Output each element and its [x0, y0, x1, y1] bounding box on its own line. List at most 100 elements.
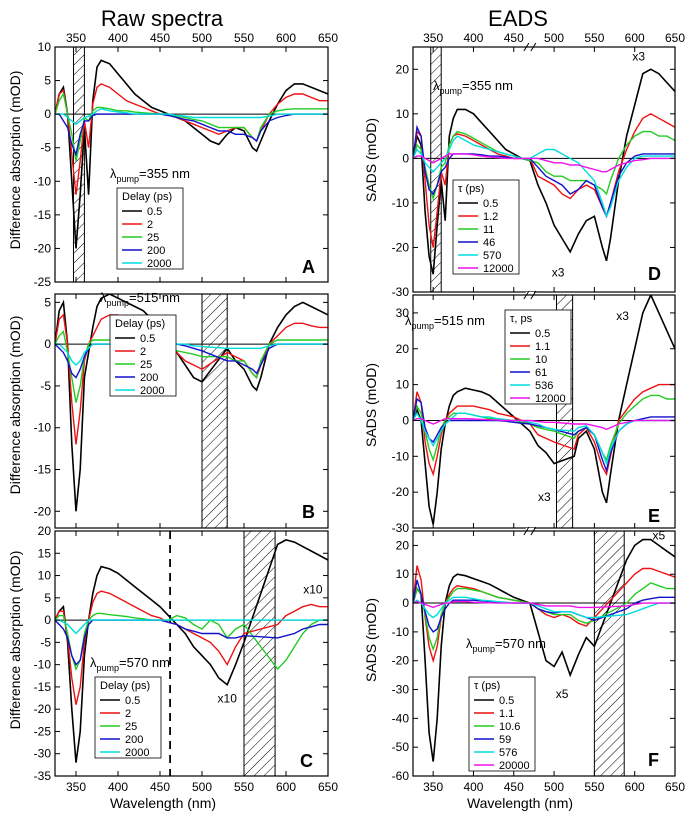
legend-entry: 200	[125, 734, 143, 746]
legend-entry: 10	[535, 354, 547, 366]
legend-entry: 2000	[140, 385, 164, 397]
legend-entry: 0.5	[499, 695, 514, 707]
panel-f-y-tick-label: -60	[392, 769, 410, 783]
panel-d-y-axis-label: SADS (mOD)	[363, 118, 379, 202]
panel-e-scale-annotation: x3	[538, 490, 551, 504]
panel-a-y-tick-label: 5	[44, 74, 51, 88]
panel-d-series-line-1.2	[413, 112, 675, 248]
panel-c-series	[55, 539, 328, 763]
legend-entry: 570	[483, 250, 501, 262]
panel-a-series-line-0.5	[55, 59, 328, 249]
lambda-symbol: λ	[466, 636, 473, 651]
panel-c-y-tick-label: -15	[34, 680, 52, 694]
panel-a-series-line-2	[55, 83, 328, 195]
legend-entry: 2000	[147, 258, 171, 270]
legend-entry: 12000	[483, 263, 514, 275]
panel-c-hatch-region	[243, 530, 276, 777]
panel-b-y-tick-label: -10	[34, 421, 52, 435]
pump-subscript: pump	[440, 86, 463, 96]
panel-d-series-line-0.5	[413, 68, 675, 275]
panel-e-series-line-10	[413, 394, 675, 463]
panel-d-y-tick-label: 10	[396, 107, 410, 121]
legend-title: τ (ps)	[458, 183, 484, 195]
pump-subscript: pump	[473, 644, 496, 654]
panel-d-y-tick-label: 0	[402, 151, 409, 165]
pump-value: =570 nm	[119, 655, 170, 670]
panel-a-x-top-tick-label: 400	[108, 31, 128, 45]
legend-entry: 61	[535, 367, 547, 379]
panel-c-y-tick-label: 5	[44, 591, 51, 605]
panel-d-x-top-tick-label: 350	[423, 31, 443, 45]
legend-entry: 0.5	[147, 206, 162, 218]
legend-title: τ, ps	[510, 313, 533, 325]
panel-d-y-tick-label: -10	[392, 196, 410, 210]
panel-e-y-axis-label: SADS (mOD)	[363, 363, 379, 447]
legend-entry: 200	[147, 245, 165, 257]
left-column-title: Raw spectra	[101, 6, 224, 31]
legend-title: Delay (ps)	[122, 191, 172, 203]
panel-e-series	[413, 295, 675, 525]
panel-d: 350 400 450 500 550 600 650 20 10 0 -10 -20 -30 λpump…	[392, 31, 685, 299]
panel-f-x-tick-label: 500	[544, 780, 564, 794]
panel-b-series-line-200	[55, 343, 328, 379]
legend-entry: 12000	[535, 393, 566, 405]
panel-c-y-tick-label: -30	[34, 747, 52, 761]
panel-a-y-tick-label: -10	[34, 174, 52, 188]
panel-a-y-tick-label: 0	[44, 107, 51, 121]
panel-d-x-top-tick-label: 600	[625, 31, 645, 45]
legend-entry: 2	[140, 346, 146, 358]
panel-b-series	[55, 294, 328, 512]
panel-e-pump-label: λpump=515 nm	[405, 313, 485, 331]
legend-entry: 25	[147, 232, 159, 244]
panel-f-scale-annotation: x5	[556, 687, 569, 701]
legend-entry: 536	[535, 380, 553, 392]
panel-e-y-tick-label: -30	[392, 521, 410, 535]
panel-d-x-top-tick-label: 550	[584, 31, 604, 45]
panel-a-letter: A	[302, 257, 315, 277]
panel-c-y-axis-label: Difference absorption (mOD)	[7, 551, 23, 730]
panel-e-scale-annotation: x3	[616, 309, 629, 323]
panel-c-x-tick-label: 500	[192, 780, 212, 794]
panel-a-x-top-tick-label: 450	[150, 31, 170, 45]
panel-e-y-tick-label: -20	[392, 485, 410, 499]
panel-a-x-top-tick-label: 550	[234, 31, 254, 45]
panel-c-x-tick-label: 600	[276, 780, 296, 794]
legend-title: τ (ps)	[474, 680, 500, 692]
legend-box	[452, 179, 520, 275]
panel-f-series-line-0.5	[413, 538, 675, 762]
panel-c-pump-label: λpump=570 nm	[90, 655, 170, 673]
panel-c-x-tick-label: 450	[150, 780, 170, 794]
panel-f-y-tick-label: -10	[392, 625, 410, 639]
legend-box	[109, 314, 177, 397]
panel-c-x-tick-label: 400	[108, 780, 128, 794]
panel-f-y-tick-label: -20	[392, 654, 410, 668]
lambda-symbol: λ	[405, 313, 412, 328]
panel-b-y-tick-label: -20	[34, 504, 52, 518]
pump-subscript: pump	[97, 663, 120, 673]
panel-a-frame	[54, 46, 329, 283]
panel-b-letter: B	[302, 502, 315, 522]
panel-d-y-tick-label: 20	[396, 62, 410, 76]
legend-title: Delay (ps)	[115, 318, 165, 330]
panel-a-y-tick-label: -5	[40, 141, 51, 155]
panel-f-y-tick-label: -40	[392, 711, 410, 725]
panel-f: 350 400 450 500 550 600 650 20 10 0 -10 -20 -30 -40 -5…	[392, 526, 685, 794]
panel-f-x-tick-label: 550	[584, 780, 604, 794]
panel-e-y-tick-label: 30	[396, 306, 410, 320]
lambda-symbol: λ	[100, 290, 107, 305]
panel-b-hatch-region	[201, 293, 228, 529]
pump-value: =355 nm	[462, 78, 513, 93]
legend-entry: 200	[140, 372, 158, 384]
left-x-axis-label: Wavelength (nm)	[110, 795, 216, 811]
lambda-symbol: λ	[110, 166, 117, 181]
panel-a-pump-label: λpump=355 nm	[110, 166, 190, 184]
panel-d-series-line-12000	[413, 153, 675, 173]
panel-a-y-tick-label: -15	[34, 208, 52, 222]
panel-f-series-line-10.6	[413, 582, 675, 652]
